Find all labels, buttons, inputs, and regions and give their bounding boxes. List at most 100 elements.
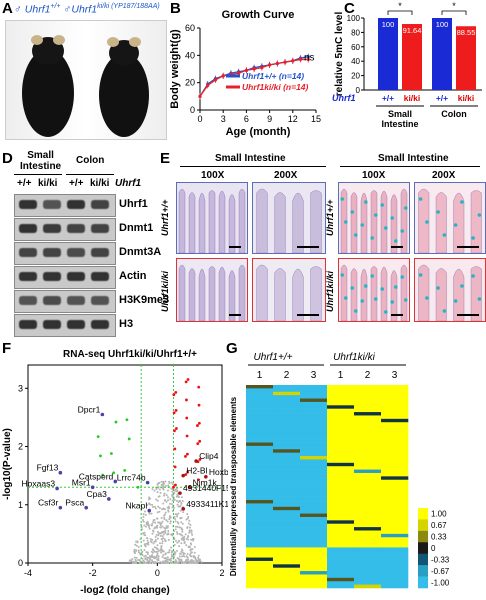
volcano-labeled-point [58, 470, 63, 475]
heatmap-cell [327, 435, 355, 440]
heatmap-cell [273, 544, 301, 548]
villus [198, 192, 206, 253]
volcano-up-point [173, 447, 177, 451]
volcano-up-point [174, 483, 177, 487]
volcano-point [187, 558, 190, 561]
volcano-up-point [174, 390, 178, 394]
heatmap-cell [327, 554, 355, 558]
heatmap-cell [354, 472, 382, 477]
volcano-x-label: -log2 (fold change) [80, 585, 169, 596]
heatmap-cell [273, 462, 301, 467]
villus [292, 268, 304, 321]
volcano-point [174, 539, 177, 542]
volcano-point [170, 555, 173, 558]
panel-a-title-prefix: ♂ Uhrf1 [14, 3, 51, 16]
villus [178, 264, 186, 321]
volcano-point [142, 515, 145, 518]
goblet-cell [471, 274, 475, 278]
heatmap-cell [327, 520, 355, 525]
colorbar-label: -0.33 [431, 555, 450, 564]
volcano-point-label: Clip4 [199, 451, 219, 461]
blot-row-label: Dnmt3A [119, 246, 162, 258]
heatmap-cell [327, 405, 355, 409]
volcano-point [154, 521, 157, 524]
blot-band [91, 224, 109, 233]
volcano-point [148, 512, 151, 515]
heatmap-cell [327, 571, 355, 575]
volcano-point [162, 533, 165, 536]
volcano-point [192, 561, 195, 564]
volcano-point [143, 555, 146, 558]
growth-point [213, 78, 218, 82]
volcano-point [166, 496, 169, 499]
heatmap-cell [246, 469, 274, 474]
heatmap-cell [300, 574, 328, 579]
heatmap-col-label: 1 [338, 370, 344, 381]
heatmap-cell [300, 547, 328, 552]
heatmap-cell [354, 412, 382, 416]
heatmap-cell [381, 415, 409, 420]
blot-header-line-si [14, 174, 62, 175]
volcano-up-point [174, 409, 178, 412]
volcano-point [169, 520, 172, 523]
heatmap-cell [381, 425, 409, 430]
heatmap-cell [327, 560, 355, 565]
volcano-up-point [197, 403, 201, 407]
volcano-point [160, 483, 163, 486]
volcano-point [174, 520, 177, 523]
heatmap-col-label: 2 [284, 370, 290, 381]
heatmap-cell [354, 459, 382, 464]
volcano-point [166, 556, 169, 559]
villus [218, 190, 226, 253]
volcano-point [178, 532, 181, 535]
villus [188, 192, 196, 253]
bar-y-label: relative 5mC level [334, 12, 345, 97]
volcano-point [167, 499, 170, 502]
volcano-point [168, 502, 171, 505]
heatmap-cell [354, 445, 382, 450]
heatmap-cell [381, 557, 409, 562]
villi-drawing [178, 264, 246, 321]
volcano-point [145, 556, 148, 559]
volcano-point [133, 548, 136, 551]
histology-tile [252, 258, 326, 322]
panel-d-label: D [2, 150, 13, 167]
colorbar-segment [418, 576, 428, 589]
volcano-point [178, 545, 181, 548]
heatmap-cell [246, 418, 274, 423]
heatmap-cell [300, 466, 328, 470]
heatmap-cell [354, 537, 382, 541]
villus [340, 264, 348, 321]
heatmap-cell [246, 439, 274, 443]
heatmap-cell [273, 530, 301, 535]
goblet-cell [374, 213, 378, 217]
goblet-cell [354, 309, 358, 313]
heatmap-cell [327, 476, 355, 481]
volcano-point-label: Hoxaas3 [22, 478, 56, 488]
heatmap-cell [327, 456, 355, 460]
mag-100x-right: 100X [362, 170, 386, 181]
heatmap-cell [300, 516, 328, 521]
heatmap-cell [354, 506, 382, 511]
volcano-point-label: Nim1k [193, 477, 218, 487]
heatmap-cell [354, 489, 382, 494]
volcano-point [166, 525, 169, 528]
volcano-point [166, 560, 169, 563]
volcano-point [160, 545, 163, 548]
heatmap-cell [273, 398, 301, 403]
volcano-point [181, 522, 184, 525]
blot-band [19, 296, 37, 305]
heatmap-cell [246, 456, 274, 460]
colorbar-segment [418, 508, 428, 520]
bar-category-label: Small [388, 109, 412, 119]
volcano-point [187, 538, 190, 541]
volcano-y-tick-label: 0 [18, 558, 23, 568]
heatmap-cell [327, 395, 355, 399]
volcano-point [147, 522, 150, 525]
heatmap-cell [381, 412, 409, 416]
volcano-point [154, 526, 157, 529]
volcano-point [147, 560, 150, 563]
heatmap-cell [327, 412, 355, 416]
heatmap-cell [300, 415, 328, 420]
volcano-point [154, 539, 157, 542]
